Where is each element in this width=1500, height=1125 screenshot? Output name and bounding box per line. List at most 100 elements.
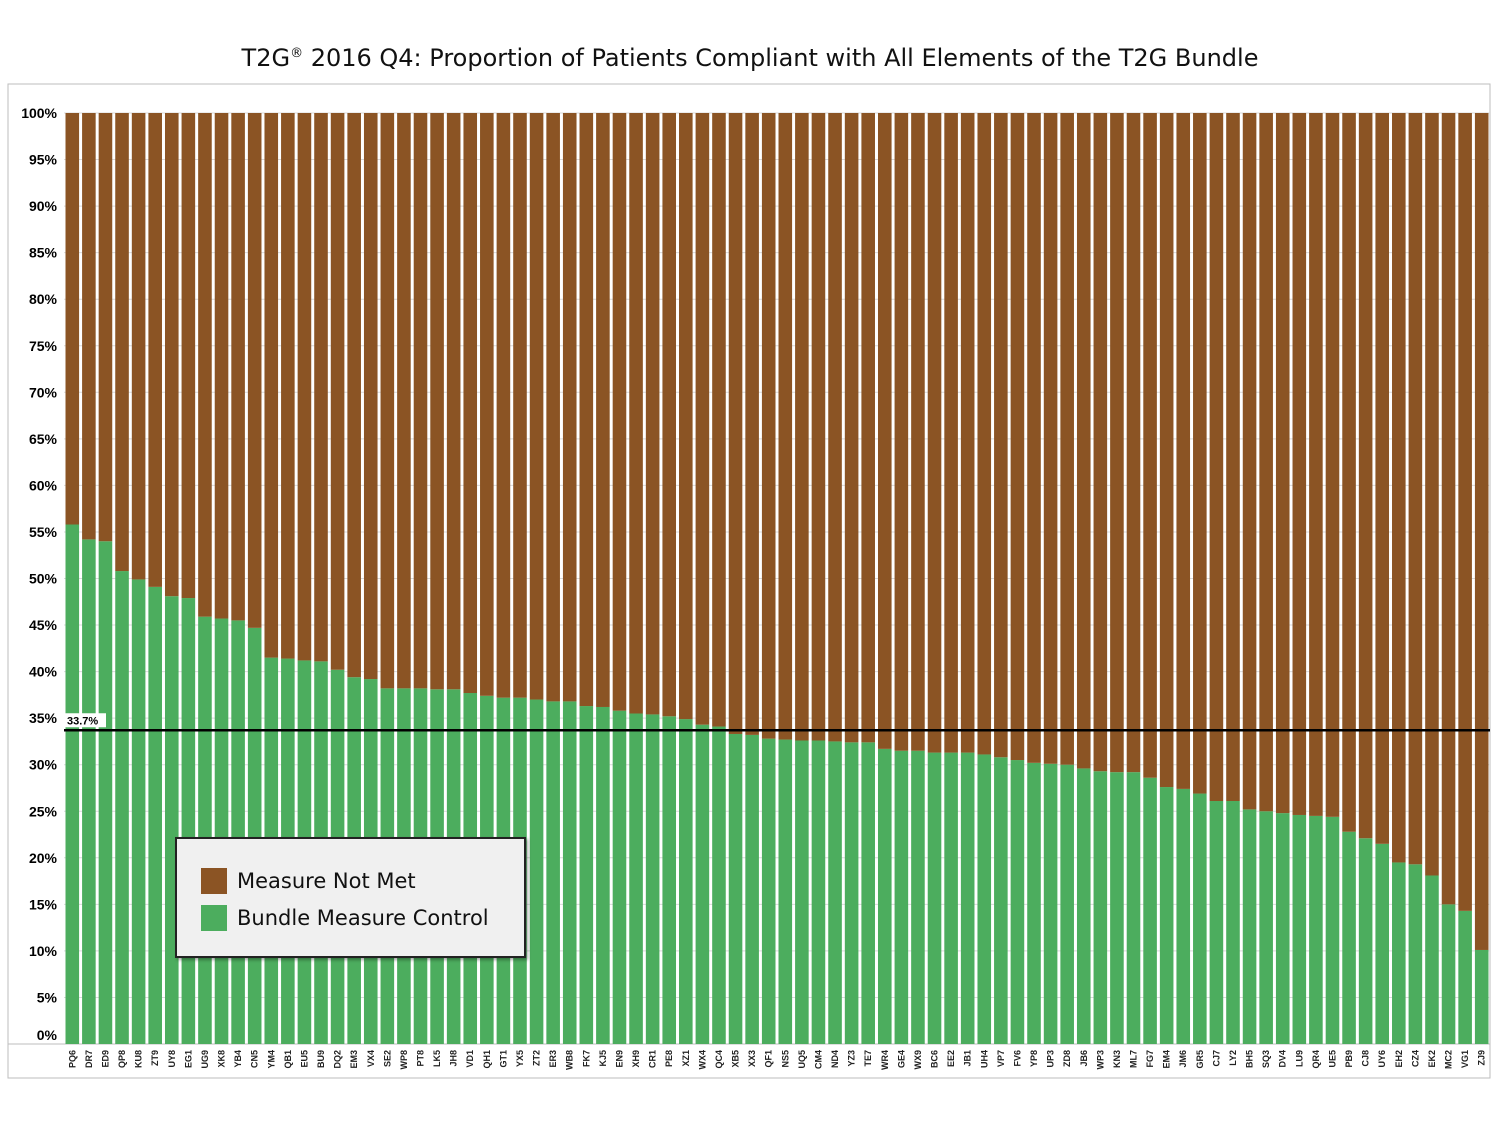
bar-bundle-measure-control-fv6 [1010, 760, 1025, 1044]
x-tick-label: ZD8 [1062, 1050, 1072, 1067]
bar-measure-not-met-xz1 [679, 113, 693, 720]
x-tick-label: LU9 [1294, 1050, 1304, 1067]
bar-bundle-measure-control-er3 [546, 701, 560, 1044]
y-tick-label: 65% [29, 431, 58, 447]
bar-bundle-measure-control-jm6 [1176, 788, 1191, 1044]
bar-bundle-measure-control-pq6 [65, 524, 80, 1044]
bar-bundle-measure-control-fg7 [1143, 777, 1157, 1044]
x-tick-label: JH8 [449, 1050, 459, 1067]
y-tick-label: 25% [29, 803, 58, 819]
x-tick-label: WB8 [565, 1050, 575, 1070]
bar-measure-not-met-gt1 [496, 113, 511, 698]
bar-measure-not-met-jh8 [446, 113, 461, 690]
bar-bundle-measure-control-ek2 [1425, 875, 1439, 1044]
bar-measure-not-met-lu9 [1292, 113, 1307, 815]
legend: Measure Not Met Bundle Measure Control [175, 837, 526, 958]
bar-bundle-measure-control-wx9 [911, 750, 925, 1044]
x-tick-label: FV6 [1012, 1050, 1022, 1067]
bar-measure-not-met-fv6 [1010, 113, 1025, 761]
bar-measure-not-met-xk8 [214, 113, 229, 619]
bar-bundle-measure-control-sq3 [1259, 811, 1273, 1044]
chart-title: T2G® 2016 Q4: Proportion of Patients Com… [0, 44, 1500, 72]
bar-measure-not-met-jb6 [1076, 113, 1091, 769]
bar-measure-not-met-vp7 [994, 113, 1008, 758]
bar-bundle-measure-control-yp8 [1027, 762, 1041, 1044]
bar-measure-not-met-pb9 [1342, 113, 1356, 832]
bar-measure-not-met-uh4 [977, 113, 992, 755]
x-tick-label: LK5 [432, 1050, 442, 1067]
bar-measure-not-met-uy8 [164, 113, 179, 597]
x-tick-label: UH4 [979, 1050, 989, 1068]
x-tick-label: PQ6 [67, 1050, 77, 1068]
x-tick-label: UE5 [1327, 1050, 1337, 1068]
y-tick-label: 80% [29, 291, 58, 307]
bar-measure-not-met-yb4 [231, 113, 245, 621]
bar-bundle-measure-control-xh9 [629, 713, 643, 1044]
x-tick-label: EK2 [1427, 1050, 1437, 1068]
bar-measure-not-met-sq3 [1259, 113, 1273, 812]
reference-label-background [64, 713, 106, 728]
bar-bundle-measure-control-qc4 [712, 726, 726, 1044]
bar-measure-not-met-vd1 [463, 113, 478, 694]
x-tick-label: CR1 [648, 1050, 658, 1068]
bar-measure-not-met-se2 [380, 113, 395, 689]
bar-measure-not-met-dr7 [82, 113, 96, 540]
bar-bundle-measure-control-jb1 [960, 752, 975, 1044]
y-tick-label: 95% [29, 152, 58, 168]
bar-measure-not-met-jb1 [960, 113, 975, 753]
legend-swatch-bundle-measure-control [201, 905, 227, 931]
x-tick-label: VG1 [1460, 1050, 1470, 1068]
bar-measure-not-met-cr1 [645, 113, 660, 715]
y-tick-label: 30% [29, 757, 58, 773]
bar-measure-not-met-cj8 [1358, 113, 1373, 839]
bar-bundle-measure-control-xz1 [679, 719, 693, 1044]
bar-bundle-measure-control-zj9 [1474, 949, 1489, 1044]
bar-bundle-measure-control-yb4 [231, 620, 245, 1044]
bar-bundle-measure-control-xx3 [745, 734, 759, 1044]
x-tick-label: QF1 [764, 1050, 774, 1068]
x-tick-label: DV4 [1278, 1050, 1288, 1068]
x-tick-label: SE2 [382, 1050, 392, 1067]
bar-bundle-measure-control-uy8 [164, 596, 179, 1044]
x-tick-label: JB6 [1079, 1050, 1089, 1067]
bar-measure-not-met-eh2 [1392, 113, 1406, 863]
x-tick-label: UY8 [167, 1050, 177, 1068]
x-tick-label: ER3 [548, 1050, 558, 1068]
x-tick-label: WP8 [399, 1050, 409, 1070]
x-tick-label: EM4 [1162, 1050, 1172, 1069]
chart-title-main: T2G [241, 44, 291, 72]
bar-measure-not-met-ym4 [264, 113, 279, 658]
bar-measure-not-met-ly2 [1226, 113, 1240, 802]
bar-bundle-measure-control-cz4 [1408, 864, 1423, 1044]
x-tick-label: UQ5 [797, 1050, 807, 1069]
bar-bundle-measure-control-cj7 [1209, 801, 1224, 1044]
bar-bundle-measure-control-zt9 [148, 586, 162, 1044]
x-tick-label: BC6 [930, 1050, 940, 1068]
x-tick-label: YX5 [515, 1050, 525, 1067]
bar-bundle-measure-control-cr1 [645, 714, 660, 1044]
x-tick-label: GE4 [896, 1050, 906, 1068]
bar-measure-not-met-kj5 [596, 113, 610, 707]
x-tick-label: XK8 [217, 1050, 227, 1068]
x-tick-label: ZT9 [150, 1050, 160, 1066]
reference-line-group: 33.7% [64, 713, 1490, 732]
bar-measure-not-met-cz4 [1408, 113, 1423, 865]
legend-label-measure-not-met: Measure Not Met [237, 869, 416, 893]
bar-bundle-measure-control-uh4 [977, 754, 992, 1044]
bar-bundle-measure-control-ku8 [131, 579, 146, 1044]
x-tick-label: PE8 [664, 1050, 674, 1067]
bar-measure-not-met-wp8 [397, 113, 411, 689]
x-tick-label: YZ3 [847, 1050, 857, 1067]
bar-measure-not-met-qr4 [1309, 113, 1323, 816]
y-tick-label: 60% [29, 477, 58, 493]
x-tick-label: XX3 [747, 1050, 757, 1067]
legend-label-bundle-measure-control: Bundle Measure Control [237, 906, 489, 930]
x-tick-label: GR5 [1195, 1050, 1205, 1069]
bar-measure-not-met-qf1 [761, 113, 776, 739]
x-tick-label: PB9 [1344, 1050, 1354, 1068]
bar-measure-not-met-zj9 [1474, 113, 1489, 950]
bar-measure-not-met-pe8 [662, 113, 677, 717]
x-tick-label: JM6 [1178, 1050, 1188, 1068]
bar-measure-not-met-wx4 [695, 113, 710, 725]
bar-measure-not-met-bu9 [314, 113, 328, 662]
